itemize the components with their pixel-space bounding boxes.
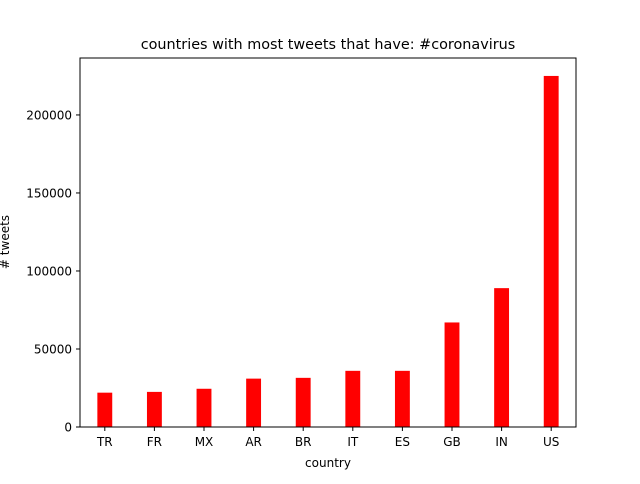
x-tick-label: IN <box>495 435 508 449</box>
bar-ar <box>246 378 262 427</box>
x-tick-label: BR <box>295 435 312 449</box>
x-axis-ticks: TR FR MX AR BR IT ES GB IN US <box>96 427 559 449</box>
chart-title: countries with most tweets that have: #c… <box>141 37 516 53</box>
x-tick-label: FR <box>147 435 162 449</box>
y-axis-ticks: 0 50000 100000 150000 200000 <box>26 108 80 435</box>
bars-layer <box>97 75 559 427</box>
bar-us <box>543 75 559 427</box>
y-tick-label: 50000 <box>34 342 72 356</box>
bar-es <box>394 370 410 427</box>
bar-gb <box>444 322 460 427</box>
y-axis-label: # tweets <box>0 215 12 269</box>
x-tick-label: MX <box>195 435 214 449</box>
bar-in <box>494 288 510 427</box>
plot-frame <box>79 57 577 428</box>
bar-it <box>345 370 361 427</box>
bar-br <box>295 377 311 427</box>
bar-mx <box>196 388 212 427</box>
x-tick-label: US <box>543 435 559 449</box>
x-tick-label: IT <box>347 435 359 449</box>
y-tick-label: 100000 <box>26 264 72 278</box>
x-tick-label: GB <box>443 435 461 449</box>
bar-fr <box>146 391 162 427</box>
y-tick-label: 0 <box>64 421 72 435</box>
x-tick-label: TR <box>96 435 113 449</box>
bar-tr <box>97 392 113 427</box>
y-tick-label: 200000 <box>26 108 72 122</box>
x-tick-label: ES <box>395 435 410 449</box>
x-tick-label: AR <box>245 435 262 449</box>
y-tick-label: 150000 <box>26 186 72 200</box>
x-axis-label: country <box>305 456 351 470</box>
